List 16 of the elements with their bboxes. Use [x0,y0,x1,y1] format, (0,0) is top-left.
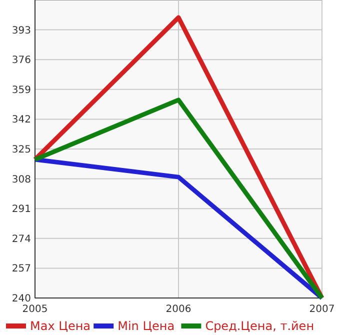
y-tick-label: 240 [12,294,31,304]
y-tick-label: 342 [12,114,31,126]
x-tick-label: 2005 [22,304,48,315]
y-tick-label: 376 [12,55,31,66]
y-tick-label: 291 [12,204,31,216]
y-tick-label: 359 [12,84,31,96]
y-tick-label: 257 [12,264,31,275]
y-tick-label: 393 [12,25,31,36]
legend-label: Max Цена [30,319,91,333]
x-tick-label: 2006 [166,304,192,315]
y-tick-label: 325 [12,144,31,156]
legend-label: Min Цена [118,319,175,333]
x-tick-label: 2007 [309,304,335,315]
y-tick-label: 274 [12,234,31,245]
legend-label: Сред.Цена, т.йен [205,319,314,333]
y-tick-label: 308 [12,174,31,186]
